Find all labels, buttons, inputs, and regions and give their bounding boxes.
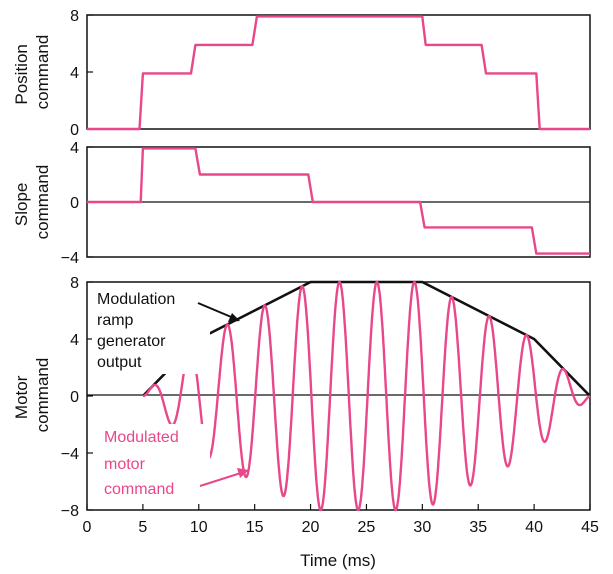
position-command-line — [87, 15, 590, 131]
motor-modulated-line — [142, 280, 591, 512]
modulated-annotation-line1: Modulated — [104, 429, 179, 446]
slope-y-ticks: 4 0 −4 — [61, 140, 93, 267]
time-xtick-label: 20 — [302, 519, 320, 536]
time-xlabel: Time (ms) — [300, 551, 376, 570]
motor-ylabel-line1: Motor — [12, 375, 31, 419]
time-xtick-label: 45 — [581, 519, 599, 536]
modulated-annotation-arrow-line — [199, 471, 245, 487]
time-xtick-label: 15 — [246, 519, 264, 536]
motor-y-ticks: 8 4 0 −4 −8 — [61, 275, 93, 520]
motor-ylabel-line2: command — [33, 358, 52, 433]
position-ytick-label: 0 — [70, 122, 79, 139]
slope-command-panel: 4 0 −4 Slope command — [12, 140, 591, 267]
slope-ytick-label: −4 — [61, 250, 79, 267]
modulated-annotation-line3: command — [104, 481, 174, 498]
motor-ytick-label: 0 — [70, 389, 79, 406]
time-xtick-label: 0 — [83, 519, 92, 536]
motor-ytick-label: 4 — [70, 332, 79, 349]
time-xtick-label: 35 — [469, 519, 487, 536]
position-series — [87, 15, 590, 131]
modulated-annotation-text: Modulated motor command — [104, 429, 183, 498]
time-xtick-label: 30 — [413, 519, 431, 536]
motor-ytick-label: 8 — [70, 275, 79, 292]
modulated-annotation-arrowhead — [237, 468, 249, 478]
ramp-annotation-line3: generator — [97, 333, 166, 350]
time-xtick-label: 40 — [525, 519, 543, 536]
time-xtick-label: 25 — [358, 519, 376, 536]
ramp-annotation-line2: ramp — [97, 312, 134, 329]
position-ytick-label: 8 — [70, 8, 79, 25]
motor-ytick-label: −4 — [61, 446, 79, 463]
modulated-annotation-line2: motor — [104, 456, 146, 473]
motor-ylabel: Motor command — [12, 358, 52, 433]
ramp-annotation-line1: Modulation — [97, 291, 175, 308]
slope-ylabel-line1: Slope — [12, 183, 31, 226]
ramp-annotation-arrow-line — [197, 302, 237, 320]
ramp-annotation-text: Modulation ramp generator output — [97, 291, 180, 371]
motor-command-panel: 840−4−8 0 5 10 15 20 25 30 35 40 45 Motor command… — [12, 275, 599, 570]
slope-ytick-label: 4 — [70, 140, 79, 157]
ramp-annotation: Modulation ramp generator output — [92, 288, 240, 374]
modulated-annotation: Modulated motor command — [100, 424, 249, 500]
slope-series — [87, 147, 590, 255]
position-ylabel: Position command — [12, 35, 52, 110]
position-y-ticks: 0 4 8 — [70, 8, 93, 139]
position-command-panel: 0 4 8 Position command — [12, 8, 591, 139]
ramp-annotation-line4: output — [97, 354, 142, 371]
position-ytick-label: 4 — [70, 65, 79, 82]
time-xtick-label: 5 — [138, 519, 147, 536]
position-plot-frame — [86, 14, 591, 130]
motor-x-ticks: 0 5 10 15 20 25 30 35 40 45 — [83, 504, 599, 536]
position-ylabel-line2: command — [33, 35, 52, 110]
slope-ylabel-line2: command — [33, 165, 52, 240]
slope-ytick-label: 0 — [70, 195, 79, 212]
motor-ytick-label: −8 — [61, 503, 79, 520]
ramp-annotation-bg — [92, 288, 210, 374]
slope-ylabel: Slope command — [12, 165, 52, 240]
position-ylabel-line1: Position — [12, 44, 31, 104]
ramp-annotation-arrowhead — [228, 313, 240, 322]
slope-command-line — [87, 147, 590, 255]
time-xtick-label: 10 — [190, 519, 208, 536]
modulated-annotation-bg — [100, 424, 210, 500]
